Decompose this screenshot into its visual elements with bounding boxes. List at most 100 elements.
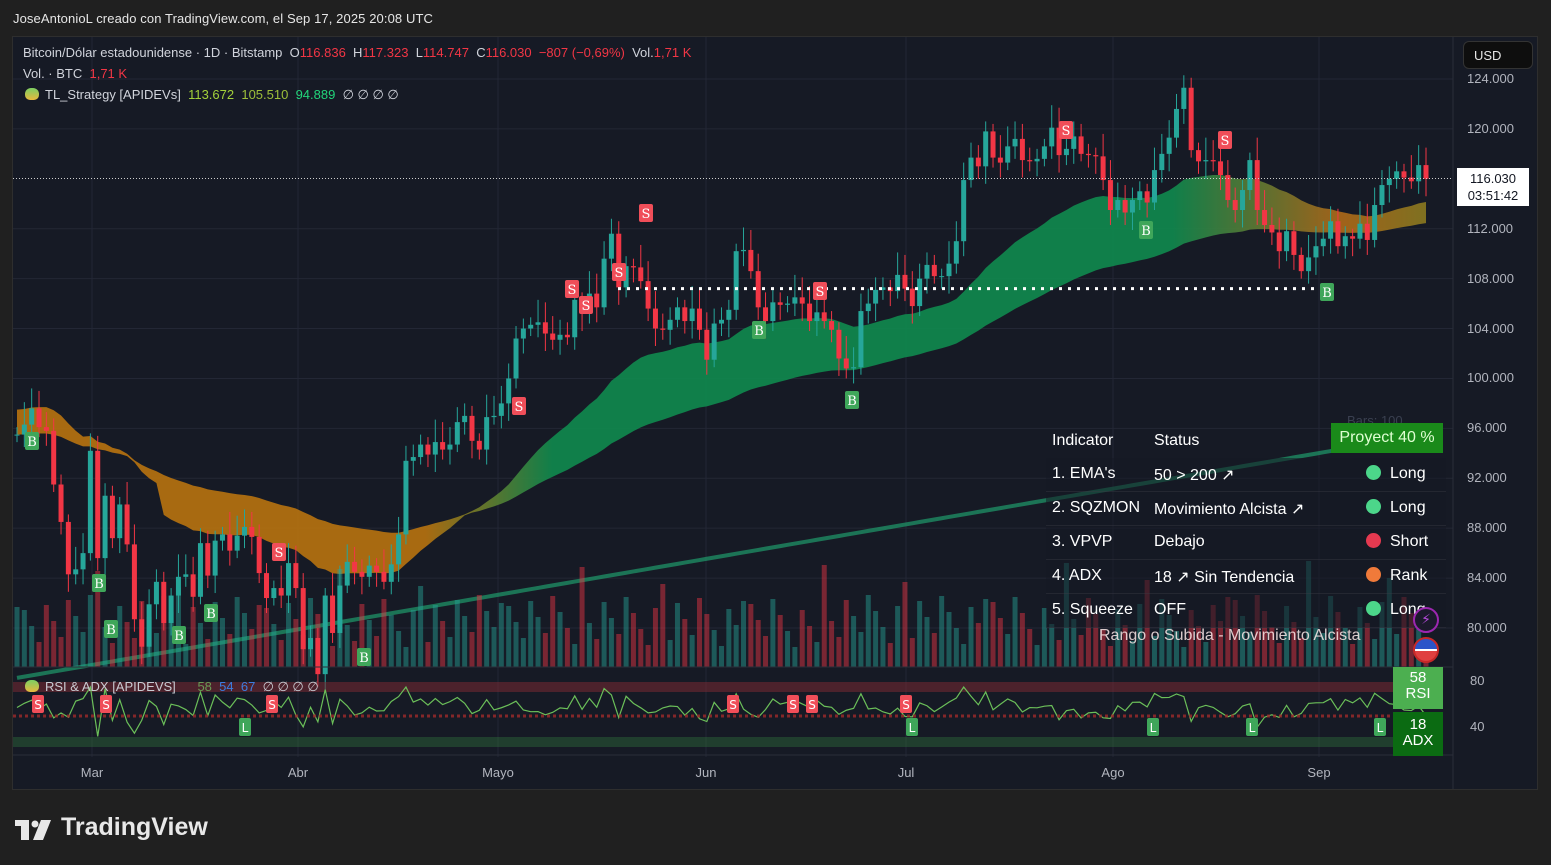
- frog-icon: [25, 680, 39, 692]
- svg-text:S: S: [268, 698, 276, 712]
- svg-text:B: B: [847, 394, 857, 409]
- close-value: 116.030: [485, 45, 532, 60]
- buy-signal-marker: B: [357, 648, 371, 666]
- close-label: C: [476, 45, 486, 60]
- indicator-name: 5. Squeeze: [1052, 601, 1133, 618]
- short-signal-marker: S: [727, 695, 739, 713]
- indicator-status: 18 ↗ Sin Tendencia: [1154, 569, 1295, 586]
- rsi-axis-40: 40: [1470, 719, 1485, 734]
- vol-btc-label: Vol. · BTC: [23, 66, 83, 81]
- svg-text:B: B: [1322, 286, 1332, 301]
- svg-text:S: S: [642, 207, 651, 222]
- sell-signal-marker: S: [813, 282, 827, 300]
- strategy-legend[interactable]: TL_Strategy [APIDEVs] 113.672 105.510 94…: [25, 87, 399, 103]
- current-price: 116.030: [1469, 171, 1517, 186]
- svg-text:L: L: [909, 721, 916, 735]
- price-axis-label: 84.000: [1467, 570, 1507, 586]
- rsi-badge: 58 RSI: [1393, 667, 1443, 709]
- buy-signal-marker: B: [845, 391, 859, 409]
- time-axis-label: Mar: [80, 765, 104, 780]
- svg-text:S: S: [808, 698, 816, 712]
- svg-text:L: L: [242, 721, 249, 735]
- buy-signal-marker: B: [172, 626, 186, 644]
- adx-badge-label: ADX: [1402, 732, 1434, 749]
- tradingview-logo: TradingView: [15, 813, 208, 842]
- short-signal-marker: S: [787, 695, 799, 713]
- lightning-icon[interactable]: ⚡: [1413, 607, 1439, 633]
- price-axis-label: 104.000: [1467, 320, 1514, 336]
- trend-summary: Rango o Subida - Movimiento Alcista: [1099, 627, 1361, 644]
- time-axis-label: Ago: [1101, 765, 1125, 780]
- signal-dot-icon: [1366, 465, 1381, 480]
- indicator-name: 1. EMA's: [1052, 465, 1116, 482]
- sell-signal-marker: S: [512, 397, 526, 415]
- buy-signal-marker: B: [1139, 221, 1153, 239]
- us-flag-icon[interactable]: [1413, 637, 1439, 663]
- header-indicator: Indicator: [1052, 432, 1114, 449]
- current-price-tag: 116.030 03:51:42: [1457, 168, 1529, 206]
- indicator-status: 50 > 200 ↗: [1154, 467, 1235, 484]
- price-axis-label: 124.000: [1467, 71, 1514, 86]
- indicator-row: 5. Squeeze OFF Long: [1046, 594, 1446, 628]
- indicator-name: 4. ADX: [1052, 567, 1102, 584]
- price-axis-label: 96.000: [1467, 420, 1507, 436]
- svg-text:S: S: [515, 400, 524, 415]
- indicator-signal: Long: [1366, 499, 1426, 517]
- svg-text:L: L: [1377, 721, 1384, 735]
- indicator-status: OFF: [1154, 601, 1186, 618]
- rsi-axis-80: 80: [1470, 673, 1485, 688]
- vol-value: 1,71 K: [653, 45, 692, 60]
- high-label: H: [353, 45, 363, 60]
- indicator-table: Indicator Status 1. EMA's 50 > 200 ↗ Long 2…: [1046, 425, 1446, 628]
- svg-text:S: S: [34, 698, 42, 712]
- time-axis-label: Jun: [695, 765, 717, 780]
- indicator-row: 1. EMA's 50 > 200 ↗ Long: [1046, 458, 1446, 492]
- price-axis-label: 108.000: [1467, 270, 1514, 286]
- adx-badge-value: 18: [1409, 716, 1427, 733]
- svg-text:S: S: [568, 283, 577, 298]
- project-badge: Proyect 40 %: [1331, 423, 1443, 453]
- indicator-row: 3. VPVP Debajo Short: [1046, 526, 1446, 560]
- sell-signal-marker: S: [639, 204, 653, 222]
- indicator-name: 2. SQZMON: [1052, 499, 1141, 516]
- svg-text:L: L: [1150, 721, 1157, 735]
- svg-text:S: S: [729, 698, 737, 712]
- time-axis-label: Jul: [897, 765, 915, 780]
- indicator-status: Debajo: [1154, 533, 1205, 550]
- open-value: 116.836: [299, 45, 346, 60]
- volume-legend[interactable]: Vol. · BTC 1,71 K: [23, 66, 127, 81]
- indicator-row: 2. SQZMON Movimiento Alcista ↗ Long: [1046, 492, 1446, 526]
- strategy-value-1: 113.672: [188, 87, 235, 102]
- svg-text:B: B: [27, 435, 37, 450]
- svg-text:B: B: [1141, 224, 1151, 239]
- svg-text:B: B: [106, 623, 116, 638]
- currency-button[interactable]: USD: [1463, 41, 1533, 69]
- long-signal-marker: L: [1374, 718, 1386, 736]
- svg-text:S: S: [615, 266, 624, 281]
- indicator-name: 3. VPVP: [1052, 533, 1113, 550]
- signal-dot-icon: [1366, 533, 1381, 548]
- rsi-badge-label: RSI: [1405, 685, 1431, 702]
- symbol-legend[interactable]: Bitcoin/Dólar estadounidense · 1D · Bits…: [23, 45, 691, 60]
- buy-signal-marker: B: [1320, 283, 1334, 301]
- rsi-value-2: 54: [219, 679, 234, 694]
- buy-signal-marker: B: [25, 432, 39, 450]
- strategy-value-2: 105.510: [241, 87, 289, 102]
- rsi-legend[interactable]: RSI & ADX [APIDEVS] 58 54 67 ∅ ∅ ∅ ∅: [25, 679, 319, 695]
- svg-text:S: S: [582, 299, 591, 314]
- signal-dot-icon: [1366, 601, 1381, 616]
- sell-signal-marker: S: [565, 280, 579, 298]
- svg-text:S: S: [1062, 124, 1071, 139]
- indicator-signal: Rank: [1366, 567, 1427, 585]
- brand-name: TradingView: [61, 813, 208, 841]
- svg-text:B: B: [174, 629, 184, 644]
- tradingview-logo-icon: [15, 818, 53, 840]
- rsi-value-3: 67: [240, 679, 256, 694]
- price-axis-label: 80.000: [1467, 619, 1507, 635]
- buy-signal-marker: B: [204, 604, 218, 622]
- rsi-value-1: 58: [197, 679, 212, 694]
- svg-text:B: B: [359, 651, 369, 666]
- symbol-title: Bitcoin/Dólar estadounidense · 1D · Bits…: [23, 45, 283, 60]
